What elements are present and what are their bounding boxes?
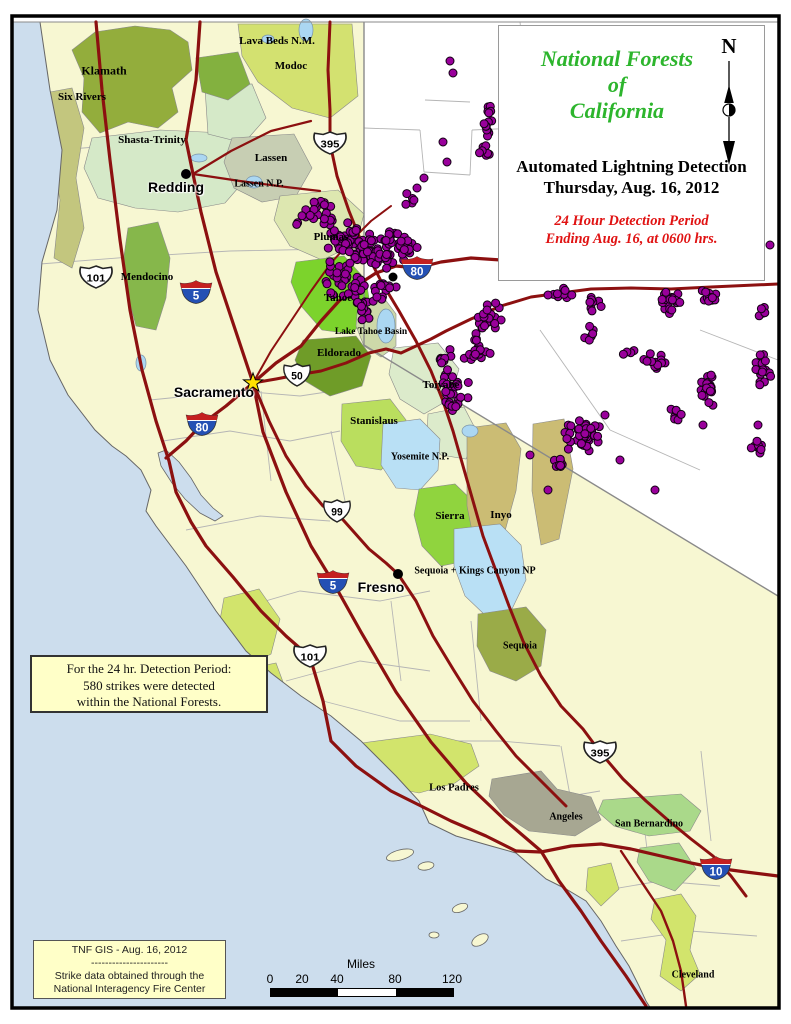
forest-region-klamath xyxy=(71,25,193,134)
lake xyxy=(376,308,396,344)
credit-box: TNF GIS - Aug. 16, 2012 ----------------… xyxy=(33,940,226,999)
forest-region-sequoia xyxy=(476,606,547,682)
map-title-line3: California xyxy=(569,98,665,123)
scale-bar: Miles 0 20 40 80 120 xyxy=(260,957,470,1001)
map-subtitle: Automated Lightning Detection Thursday, … xyxy=(499,156,764,198)
lake xyxy=(298,18,314,42)
island xyxy=(386,848,414,862)
scale-tick-120: 120 xyxy=(441,972,463,986)
lake xyxy=(190,153,208,163)
credit-line4: National Interagency Fire Center xyxy=(53,983,206,995)
credit-line2: ---------------------- xyxy=(91,957,168,969)
scale-bar-segment xyxy=(396,989,453,996)
city-dot-unlabeled-city xyxy=(388,272,398,282)
scale-tick-40: 40 xyxy=(330,972,344,986)
north-arrow-icon xyxy=(722,61,736,165)
credit-line3: Strike data obtained through the xyxy=(54,970,205,982)
lake xyxy=(461,424,479,438)
city-dot-redding xyxy=(181,169,191,179)
north-label: N xyxy=(721,34,737,58)
map-title: National Forests of California xyxy=(499,46,735,124)
summary-line2: 580 strikes were detected xyxy=(83,677,215,693)
period-line2: Ending Aug. 16, at 0600 hrs. xyxy=(545,231,718,247)
forest-region-modocdark xyxy=(195,51,251,101)
ca-nv-border xyxy=(363,22,779,597)
sf-bay xyxy=(157,449,224,522)
island xyxy=(471,933,489,947)
map-title-line2: of xyxy=(607,72,627,97)
detection-period-text: 24 Hour Detection Period Ending Aug. 16,… xyxy=(499,212,764,248)
ocean xyxy=(12,21,651,1008)
forest-region-cleve_small xyxy=(585,862,620,907)
summary-line1: For the 24 hr. Detection Period: xyxy=(66,661,232,676)
summary-line3: within the National Forests. xyxy=(76,694,222,709)
lightning-strikes-layer xyxy=(292,56,776,495)
island xyxy=(428,931,440,939)
forest-region-inyo2 xyxy=(531,418,574,546)
forest-region-yosemite xyxy=(380,418,441,491)
capital-star-sacramento xyxy=(242,371,264,393)
island xyxy=(417,861,435,871)
city-markers xyxy=(181,169,403,579)
period-line1: 24 Hour Detection Period xyxy=(554,213,709,229)
forest-region-shastatrinity xyxy=(83,129,253,213)
scale-bar-segment xyxy=(338,989,396,996)
scale-bar-units-label: Miles xyxy=(346,957,375,971)
city-dot-fresno xyxy=(393,569,403,579)
forest-region-angeles xyxy=(488,770,602,837)
scale-tick-0: 0 xyxy=(266,972,274,986)
map-title-line1: National Forests xyxy=(540,46,694,71)
scale-tick-20: 20 xyxy=(295,972,309,986)
map-frame xyxy=(10,14,781,1010)
credit-line1: TNF GIS - Aug. 16, 2012 xyxy=(71,944,188,956)
title-box: National Forests of California Automated… xyxy=(498,25,765,281)
island xyxy=(451,902,469,914)
lake xyxy=(261,34,275,44)
scale-bar-graphic xyxy=(270,988,454,997)
north-arrow: N xyxy=(706,34,752,180)
subtitle-line2: Thursday, Aug. 16, 2012 xyxy=(543,178,720,197)
scale-tick-80: 80 xyxy=(388,972,402,986)
strike-summary-box: For the 24 hr. Detection Period: 580 str… xyxy=(30,655,268,713)
subtitle-line1: Automated Lightning Detection xyxy=(516,157,747,176)
scale-bar-segment xyxy=(271,989,338,996)
